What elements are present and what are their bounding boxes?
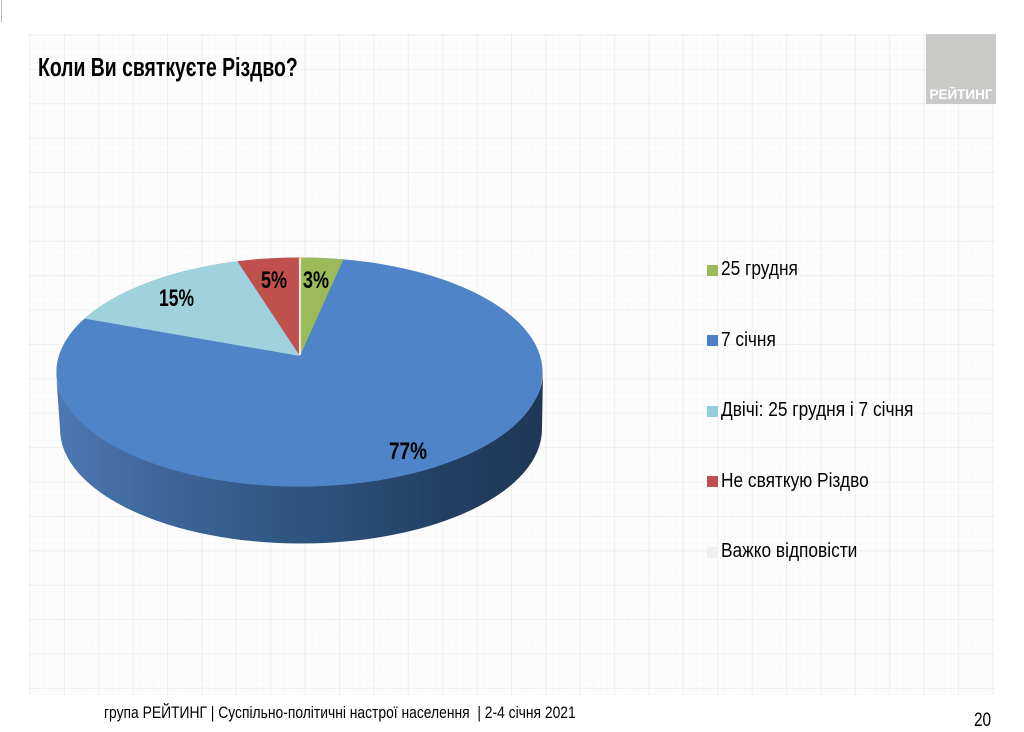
svg-text:5%: 5% <box>261 267 287 294</box>
svg-text:77%: 77% <box>389 438 427 465</box>
svg-text:3%: 3% <box>303 267 329 294</box>
svg-text:15%: 15% <box>159 285 194 312</box>
